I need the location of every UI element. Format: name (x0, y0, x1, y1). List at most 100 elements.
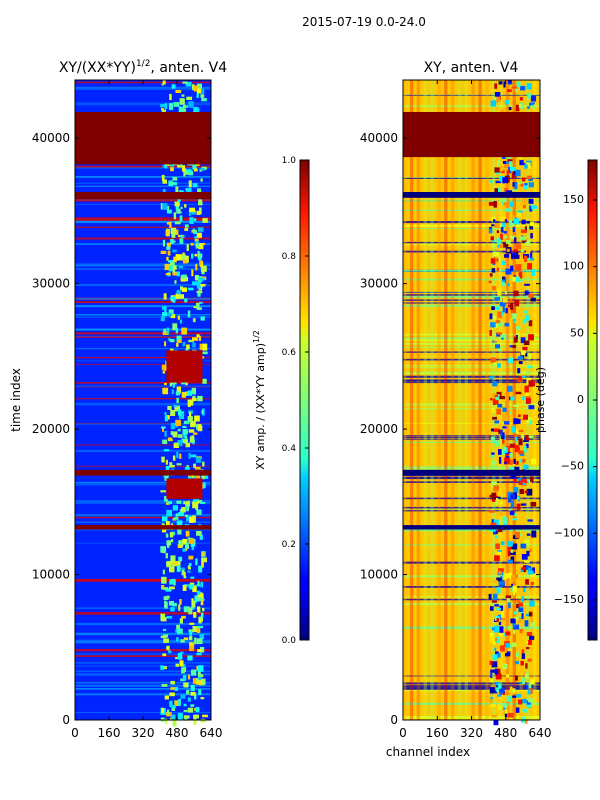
phase-heatmap-noise (502, 222, 506, 228)
phase-heatmap-noise (521, 653, 525, 659)
phase-heatmap-strip (403, 351, 540, 353)
phase-heatmap-noise (513, 487, 519, 493)
amp-heatmap-noise (179, 106, 182, 109)
phase-heatmap-noise (497, 550, 502, 553)
amp-heatmap-noise (170, 238, 174, 244)
amplitude-colorbar-ticks: 0.0 0.2 0.4 0.6 0.8 1.0 (282, 156, 309, 646)
amp-heatmap-noise (184, 584, 191, 588)
amp-heatmap-noise (186, 391, 189, 395)
amp-heatmap-noise (173, 102, 180, 107)
phase-heatmap-noise (491, 306, 495, 310)
amp-heatmap-noise (196, 334, 200, 338)
phase-heatmap-strip (403, 575, 540, 577)
amp-heatmap-noise (199, 343, 205, 350)
phase-heatmap-noise (499, 233, 503, 241)
phase-heatmap-noise (526, 700, 531, 708)
phase-heatmap-noise (494, 555, 500, 561)
amp-heatmap-noise (187, 310, 191, 318)
amp-heatmap-noise (169, 339, 175, 343)
phase-heatmap-noise (513, 434, 519, 437)
phase-heatmap-noise (490, 694, 494, 701)
phase-heatmap-strip (403, 241, 540, 244)
amp-heatmap-noise (173, 517, 179, 520)
phase-heatmap-noise (515, 169, 521, 177)
amp-heatmap-noise (197, 227, 204, 232)
phase-heatmap-noise (489, 678, 494, 683)
amp-heatmap-strip (75, 684, 211, 687)
phase-x-tick-label: 480 (494, 726, 517, 740)
amp-heatmap-noise (167, 312, 172, 317)
amp-heatmap-strip (75, 336, 211, 338)
phase-heatmap-noise (524, 620, 529, 627)
phase-heatmap-noise (515, 264, 522, 272)
amp-heatmap-strip (75, 578, 211, 581)
amp-heatmap-noise (170, 555, 176, 562)
amplitude-colorbar-gradient (299, 159, 310, 641)
amp-heatmap-strip (75, 185, 211, 187)
phase-heatmap-noise (510, 500, 515, 508)
phase-heatmap-noise (526, 417, 533, 423)
phase-heatmap-strip (403, 338, 540, 342)
amp-heatmap-noise (187, 390, 192, 396)
phase-heatmap-noise (511, 222, 515, 227)
amp-heatmap-noise (191, 397, 195, 402)
amp-heatmap-noise (187, 707, 194, 713)
phase-heatmap-noise (497, 668, 501, 676)
phase-title: XY, anten. V4 (424, 60, 519, 76)
amp-heatmap-noise (202, 551, 205, 556)
amp-heatmap-noise (169, 93, 172, 101)
phase-heatmap-noise (530, 581, 534, 586)
amp-heatmap-strip (75, 670, 211, 673)
phase-heatmap-noise (510, 252, 517, 259)
amp-heatmap-noise (182, 165, 185, 171)
amp-heatmap-noise (201, 561, 204, 568)
amp-heatmap-noise (199, 260, 204, 268)
phase-heatmap-noise (513, 478, 517, 482)
phase-heatmap-noise (505, 308, 508, 314)
amp-heatmap-noise (196, 424, 199, 430)
amp-heatmap-noise (161, 576, 167, 584)
phase-heatmap-column (533, 80, 537, 720)
amp-heatmap-strip (75, 204, 211, 205)
amp-heatmap-noise (175, 90, 182, 93)
phase-heatmap-noise (528, 294, 534, 298)
phase-heatmap-noise (511, 86, 518, 89)
amp-heatmap-noise (201, 557, 207, 563)
phase-heatmap-noise (517, 429, 524, 433)
phase-heatmap-noise (527, 106, 530, 109)
phase-heatmap-noise (509, 312, 515, 319)
amp-heatmap-strip (75, 268, 211, 270)
amp-heatmap-noise (196, 509, 202, 515)
phase-heatmap-noise (518, 361, 523, 364)
amp-heatmap-noise (184, 514, 188, 517)
phase-heatmap-noise (491, 661, 498, 668)
phase-heatmap-noise (504, 713, 508, 717)
phase-heatmap-noise (515, 531, 520, 539)
phase-heatmap-noise (491, 436, 495, 443)
amp-heatmap-noise (180, 567, 185, 570)
amp-heatmap-noise (171, 706, 176, 711)
phase-heatmap-noise (496, 408, 501, 415)
amp-heatmap-noise (178, 540, 183, 545)
phase-heatmap-noise (521, 370, 526, 374)
amp-heatmap-noise (172, 381, 175, 388)
amp-heatmap-noise (163, 293, 167, 300)
amp-heatmap-noise (196, 596, 202, 601)
amp-heatmap-noise (174, 201, 180, 207)
amp-heatmap-strip (75, 516, 211, 519)
amp-heatmap-noise (200, 501, 206, 504)
phase-heatmap-noise (513, 336, 518, 343)
amp-heatmap-noise (182, 425, 187, 428)
amp-heatmap-noise (176, 624, 181, 631)
amp-heatmap-noise (187, 416, 193, 423)
phase-heatmap-noise (492, 627, 495, 631)
phase-heatmap-noise (494, 604, 499, 607)
phase-heatmap-column (403, 80, 407, 720)
amp-heatmap-noise (187, 570, 191, 573)
amp-heatmap-noise (180, 651, 184, 654)
phase-heatmap-noise (498, 581, 504, 586)
amp-heatmap-noise (170, 560, 174, 564)
amp-heatmap-noise (189, 636, 193, 641)
phase-heatmap-noise (502, 200, 505, 205)
phase-heatmap-noise (495, 636, 500, 643)
